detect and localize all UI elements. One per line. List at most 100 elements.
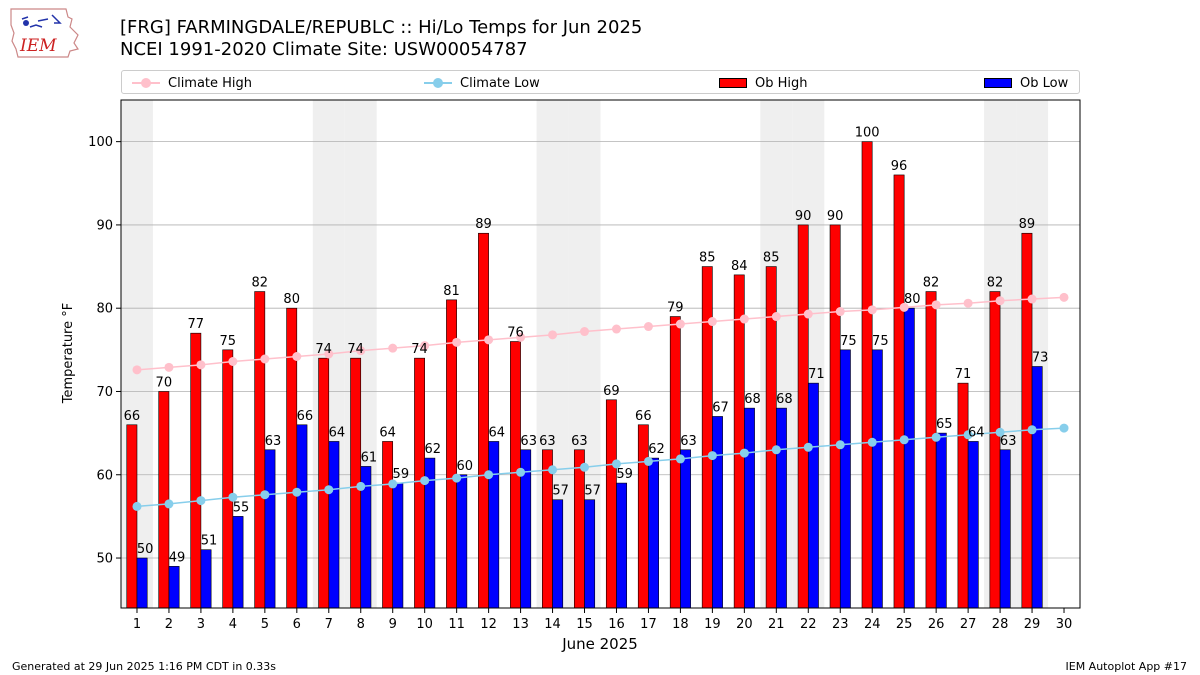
ob-low-label: 60 <box>456 459 473 474</box>
ob-low-label: 55 <box>233 500 250 515</box>
x-tick-label: 23 <box>832 617 849 632</box>
app-credit: IEM Autoplot App #17 <box>1065 660 1188 673</box>
climate-low-point <box>516 467 526 477</box>
ob-low-label: 62 <box>425 442 442 457</box>
x-tick-label: 10 <box>416 617 433 632</box>
chart-subtitle: NCEI 1991-2020 Climate Site: USW00054787 <box>120 39 528 60</box>
climate-low-point <box>963 430 973 440</box>
ob-high-label: 79 <box>667 301 684 316</box>
climate-high-point <box>452 337 462 347</box>
climate-high-point <box>963 298 973 308</box>
climate-low-point <box>835 440 845 450</box>
ob-high-bar <box>190 332 202 609</box>
y-tick-label: 70 <box>96 385 113 400</box>
x-tick-label: 30 <box>1056 617 1073 632</box>
ob-low-label: 75 <box>872 334 889 349</box>
x-tick-label: 1 <box>133 617 141 632</box>
climate-high-point <box>899 302 909 312</box>
climate-low-point <box>260 490 270 500</box>
x-tick-label: 8 <box>357 617 365 632</box>
ob-low-bar <box>999 449 1011 609</box>
ob-low-bar <box>935 432 947 609</box>
x-tick-label: 22 <box>800 617 817 632</box>
climate-low-point <box>580 462 590 472</box>
x-tick-label: 13 <box>512 617 529 632</box>
x-tick-label: 18 <box>672 617 689 632</box>
legend-label: Climate Low <box>460 75 540 91</box>
ob-low-label: 65 <box>936 417 953 432</box>
ob-low-bar <box>903 307 915 609</box>
ob-high-bar <box>925 291 937 609</box>
climate-low-point <box>324 485 334 495</box>
chart-title: [FRG] FARMINGDALE/REPUBLC :: Hi/Lo Temps… <box>120 17 643 38</box>
ob-low-label: 57 <box>584 484 601 499</box>
ob-low-label: 64 <box>968 425 985 440</box>
ob-high-bar <box>733 274 745 609</box>
climate-high-point <box>164 362 174 372</box>
y-tick-label: 60 <box>96 468 113 483</box>
ob-high-bar <box>957 382 969 609</box>
ob-low-label: 73 <box>1032 350 1049 365</box>
climate-low-point <box>739 448 749 458</box>
climate-high-point <box>356 346 366 356</box>
ob-low-label: 80 <box>904 292 921 307</box>
ob-low-label: 71 <box>808 367 825 382</box>
ob-high-label: 74 <box>347 342 364 357</box>
ob-high-label: 66 <box>124 409 141 424</box>
ob-low-bar <box>264 449 276 609</box>
x-tick-label: 28 <box>992 617 1009 632</box>
ob-low-bar <box>680 449 691 609</box>
x-tick-label: 25 <box>896 617 913 632</box>
ob-high-bar <box>318 357 330 609</box>
ob-low-label: 66 <box>297 409 314 424</box>
climate-high-point <box>548 330 558 340</box>
ob-low-bar <box>456 474 468 609</box>
climate-low-point <box>164 499 174 509</box>
climate-high-point <box>931 300 941 310</box>
ob-high-label: 63 <box>571 434 588 449</box>
ob-high-label: 69 <box>603 384 620 399</box>
ob-low-bar <box>232 516 244 609</box>
climate-high-point <box>324 349 334 359</box>
ob-high-label: 66 <box>635 409 652 424</box>
ob-high-bar <box>637 424 649 609</box>
climate-high-point <box>516 332 526 342</box>
climate-low-point <box>1059 423 1069 433</box>
x-tick-label: 9 <box>389 617 397 632</box>
ob-high-label: 85 <box>763 251 780 266</box>
ob-high-label: 64 <box>379 425 396 440</box>
climate-low-point <box>356 481 366 491</box>
ob-high-bar <box>989 291 1001 609</box>
climate-high-point <box>580 327 590 337</box>
ob-low-bar <box>839 349 851 609</box>
ob-low-label: 68 <box>744 392 761 407</box>
x-tick-label: 14 <box>544 617 561 632</box>
ob-high-label: 82 <box>923 276 940 291</box>
climate-high-point <box>643 322 653 332</box>
ob-low-bar <box>200 549 212 609</box>
x-tick-label: 21 <box>768 617 785 632</box>
climate-high-point <box>867 305 877 315</box>
ob-high-label: 77 <box>188 317 205 332</box>
climate-low-point <box>452 473 462 483</box>
legend: Climate High Climate Low Ob High Ob Low <box>121 70 1080 94</box>
ob-low-bar <box>648 457 659 609</box>
climate-high-point <box>132 365 142 375</box>
x-tick-label: 5 <box>261 617 269 632</box>
ob-low-label: 59 <box>616 467 633 482</box>
ob-high-bar <box>222 349 234 609</box>
x-tick-label: 17 <box>640 617 657 632</box>
ob-high-bar <box>1021 232 1033 609</box>
ob-high-label: 90 <box>795 209 812 224</box>
ob-low-bar <box>967 441 979 609</box>
x-tick-label: 15 <box>576 617 593 632</box>
x-tick-label: 3 <box>197 617 205 632</box>
climate-low-point <box>675 454 685 464</box>
climate-low-point <box>132 501 142 511</box>
iem-logo: IEM <box>10 8 79 58</box>
ob-low-bar <box>744 407 755 609</box>
climate-low-point <box>899 435 909 445</box>
ob-high-label: 63 <box>539 434 556 449</box>
climate-low-point <box>771 445 781 455</box>
climate-low-point <box>1027 425 1037 435</box>
